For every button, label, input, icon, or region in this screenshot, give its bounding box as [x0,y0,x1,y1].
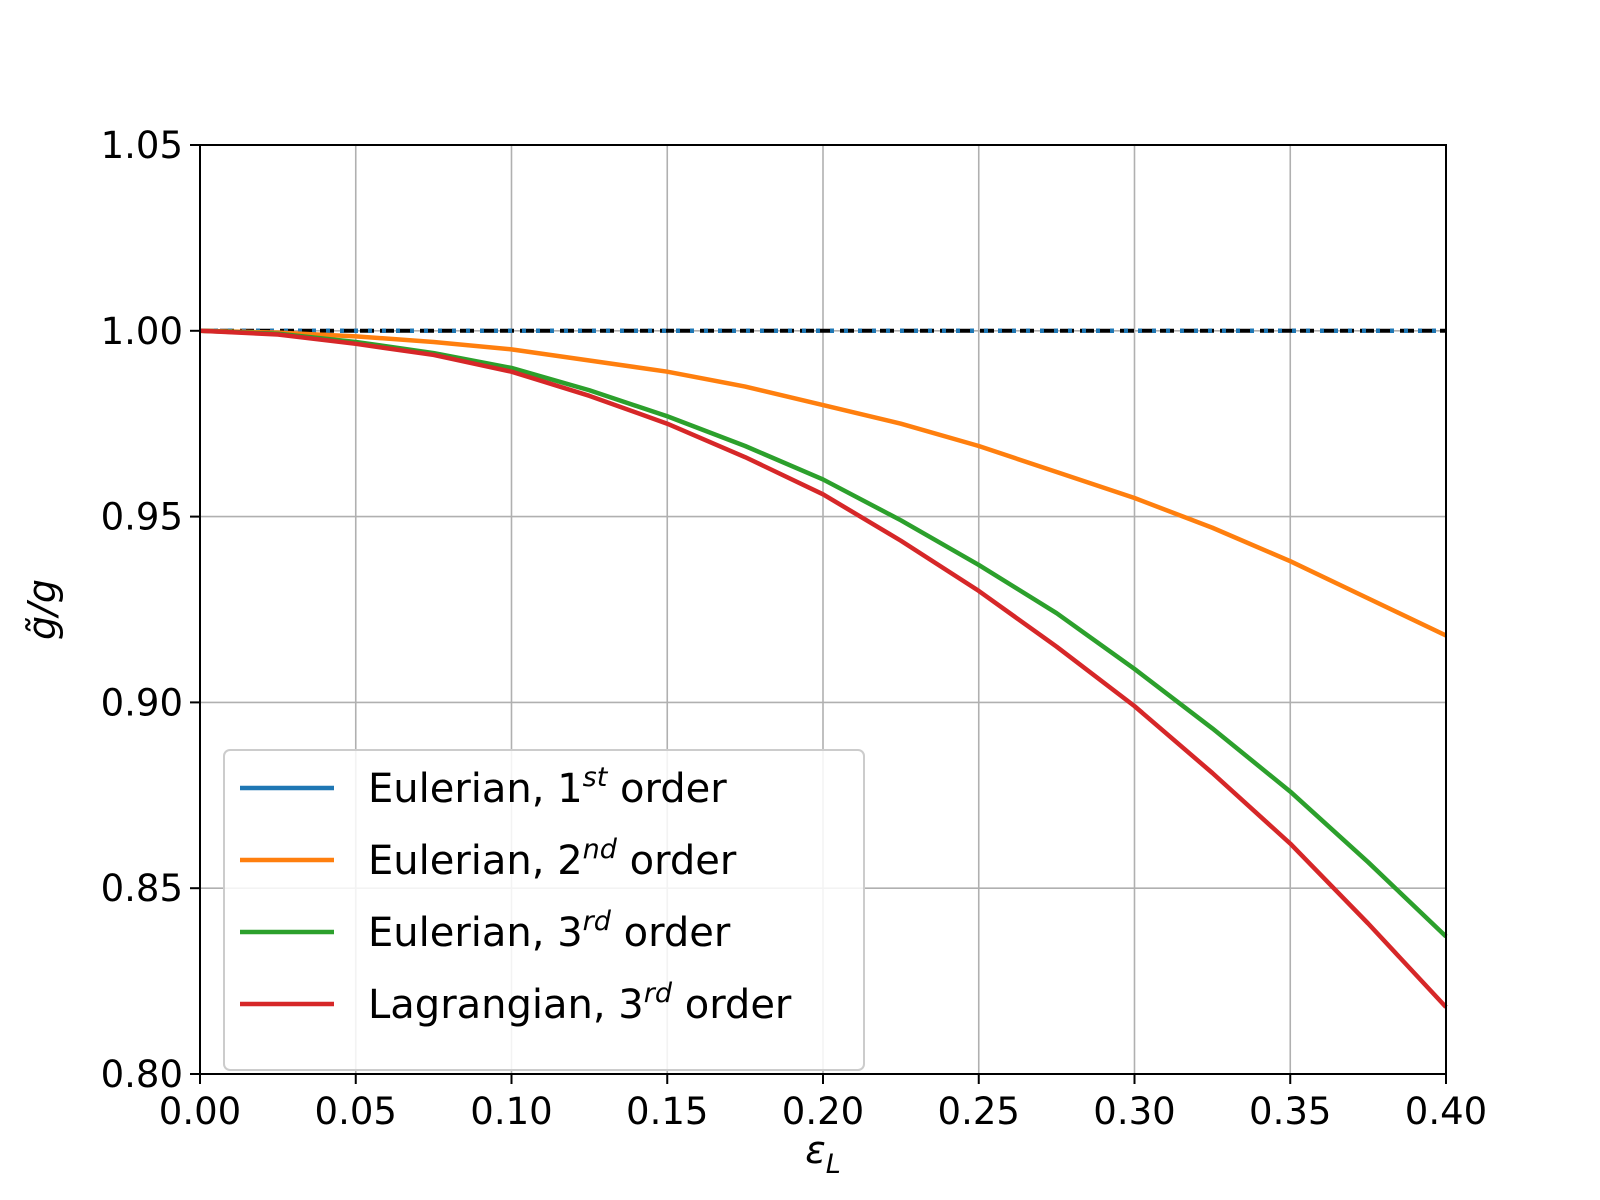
legend-label-main: Eulerian, 2 [368,838,583,884]
series-line-1 [199,328,1447,638]
y-tick-label: 0.80 [101,1053,183,1096]
y-tick-label: 1.00 [101,310,183,353]
x-axis-label-subscript: L [826,1149,841,1180]
legend-label-end: order [617,838,737,884]
x-tick-label: 0.40 [1405,1090,1487,1133]
tick-labels: 0.00 0.05 0.10 0.15 0.20 0.25 0.30 0.35 0.40 0.80… [101,124,1488,1133]
x-axis-label: εL [805,1128,841,1180]
y-tick-label: 0.90 [101,681,183,724]
legend-label-end: order [611,910,731,956]
y-axis-label: g̃/g [20,579,64,640]
x-tick-label: 0.10 [470,1090,552,1133]
x-tick-label: 0.35 [1249,1090,1331,1133]
series-line-3 [199,328,1448,1009]
legend-label-0: Eulerian, 1st order [368,762,727,812]
legend-label-main: Eulerian, 1 [368,766,583,812]
legend-label-superscript: rd [583,906,612,937]
x-tick-label: 0.05 [315,1090,397,1133]
y-tick-label: 0.85 [101,867,183,910]
legend-label-3: Lagrangian, 3rd order [368,978,792,1028]
legend-label-1: Eulerian, 2nd order [368,834,737,884]
legend-label-end: order [672,982,792,1028]
x-tick-label: 0.00 [159,1090,241,1133]
x-tick-label: 0.20 [782,1090,864,1133]
y-tick-label: 0.95 [101,496,183,539]
legend-label-main: Eulerian, 3 [368,910,583,956]
axis-ticks [190,144,1447,1084]
legend-label-superscript: st [583,762,609,793]
x-tick-label: 0.30 [1093,1090,1175,1133]
legend-box [223,749,865,1071]
legend-label-2: Eulerian, 3rd order [368,906,731,956]
x-tick-label: 0.25 [938,1090,1020,1133]
legend-label-superscript: nd [583,834,618,865]
x-tick-label: 0.15 [626,1090,708,1133]
legend-label-main: Lagrangian, 3 [368,982,644,1028]
x-axis-label-symbol: ε [805,1128,826,1172]
legend-label-superscript: rd [644,978,673,1009]
series-lines [199,328,1448,1009]
y-tick-label: 1.05 [101,124,183,167]
legend-label-end: order [607,766,727,812]
